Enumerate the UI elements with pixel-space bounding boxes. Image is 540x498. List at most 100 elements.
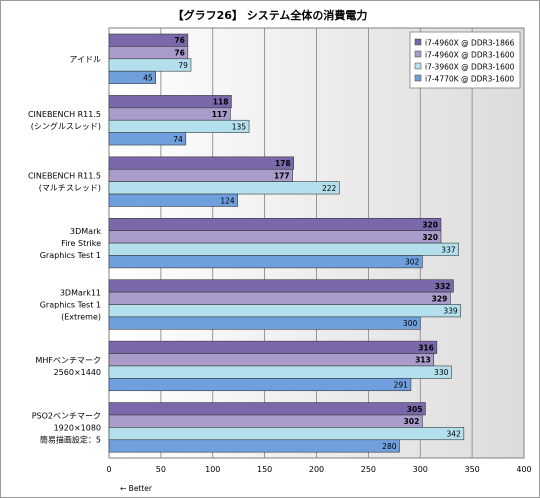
value-label-s2-c2: 222: [322, 184, 337, 193]
bar-s1-c2: [108, 168, 293, 182]
bar-s0-c4: [108, 279, 454, 293]
category-label-line: CINEBENCH R11.5: [28, 110, 101, 119]
bar-s2-c2: [108, 181, 340, 195]
category-label-6: PSO2ベンチマーク 1920×1080 簡易描画設定：5: [32, 411, 101, 444]
value-label-s1-c5: 313: [415, 356, 431, 365]
category-label-line: 2560×1440: [54, 368, 101, 377]
bar-s2-c5: [108, 365, 452, 379]
bar-s3-c5: [108, 378, 412, 392]
category-label-line: Graphics Test 1: [40, 251, 101, 260]
legend-swatch-3: [414, 74, 422, 82]
category-label-line: Graphics Test 1: [40, 301, 101, 310]
category-label-3: 3DMark Fire Strike Graphics Test 1: [40, 227, 102, 260]
data-labels: 7676794511811713574178177222124320320337…: [143, 36, 461, 451]
value-label-s1-c0: 76: [174, 49, 184, 58]
legend-box: [409, 31, 521, 89]
bar-s2-c4: [108, 304, 462, 318]
bar-s0-c6: [108, 402, 426, 416]
x-tick-250: 250: [361, 465, 376, 474]
x-tick-350: 350: [464, 465, 479, 474]
bar-s3-c2: [108, 193, 238, 207]
value-label-s1-c2: 177: [274, 171, 290, 180]
bar-s0-c3: [108, 217, 442, 231]
value-label-s3-c2: 124: [220, 196, 235, 205]
value-label-s0-c3: 320: [422, 220, 438, 229]
value-label-s0-c1: 118: [213, 98, 229, 107]
value-label-s2-c5: 330: [434, 368, 449, 377]
value-label-s3-c1: 74: [173, 135, 183, 144]
legend-label-2: i7-3960X @ DDR3-1600: [425, 63, 515, 72]
value-label-s0-c6: 305: [407, 405, 423, 414]
x-tick-50: 50: [156, 465, 166, 474]
legend-label-1: i7-4960X @ DDR3-1600: [425, 51, 515, 60]
legend-label-3: i7-4770K @ DDR3-1600: [425, 75, 514, 84]
bar-s3-c6: [108, 439, 400, 453]
value-label-s1-c6: 302: [404, 417, 420, 426]
category-label-line: MHFベンチマーク: [35, 356, 101, 365]
category-label-line: CINEBENCH R11.5: [28, 172, 101, 181]
legend-label-0: i7-4960X @ DDR3-1866: [425, 39, 515, 48]
value-label-s3-c4: 300: [403, 319, 418, 328]
x-tick-100: 100: [205, 465, 220, 474]
category-label-0: アイドル: [69, 55, 101, 64]
value-label-s0-c0: 76: [174, 36, 184, 45]
value-label-s2-c4: 339: [443, 307, 458, 316]
value-label-s2-c6: 342: [446, 430, 461, 439]
value-label-s0-c5: 316: [418, 343, 434, 352]
x-tick-0: 0: [106, 465, 111, 474]
bar-s2-c3: [108, 242, 459, 256]
bar-s1-c6: [108, 414, 423, 428]
value-label-s2-c1: 135: [232, 122, 247, 131]
category-label-line: (マルチスレッド): [39, 184, 101, 193]
value-label-s1-c4: 329: [432, 294, 448, 303]
legend-swatch-0: [414, 38, 422, 46]
legend-swatch-2: [414, 62, 422, 70]
category-label-line: 3DMark11: [60, 289, 101, 298]
category-label-line: 簡易描画設定：5: [40, 434, 101, 444]
category-label-line: アイドル: [69, 55, 101, 64]
x-tick-200: 200: [309, 465, 324, 474]
bars: [108, 33, 465, 453]
x-tick-labels: 0 50 100 150 200 250 300 350 400: [106, 465, 531, 474]
value-label-s2-c0: 79: [178, 61, 188, 70]
value-label-s1-c1: 117: [212, 110, 228, 119]
bar-s3-c3: [108, 255, 423, 269]
bar-s1-c5: [108, 353, 435, 367]
value-label-s3-c0: 45: [143, 73, 153, 82]
category-label-2: CINEBENCH R11.5 (マルチスレッド): [28, 172, 101, 193]
x-tick-400: 400: [516, 465, 531, 474]
x-tick-150: 150: [257, 465, 272, 474]
value-label-s3-c5: 291: [394, 381, 409, 390]
value-label-s1-c3: 320: [422, 233, 438, 242]
category-label-line: Fire Strike: [61, 239, 101, 248]
x-tick-300: 300: [413, 465, 428, 474]
category-label-line: (Extreme): [61, 313, 101, 322]
value-label-s2-c3: 337: [441, 245, 456, 254]
bar-s3-c0: [108, 70, 156, 84]
category-label-line: PSO2ベンチマーク: [32, 411, 101, 420]
value-label-s3-c3: 302: [405, 258, 420, 267]
category-label-4: 3DMark11 Graphics Test 1 (Extreme): [40, 289, 101, 322]
bar-s0-c5: [108, 340, 438, 354]
bar-s1-c3: [108, 230, 442, 244]
category-label-5: MHFベンチマーク 2560×1440: [35, 356, 101, 377]
category-label-1: CINEBENCH R11.5 (シングルスレッド): [28, 110, 101, 131]
bar-s2-c1: [108, 119, 250, 133]
legend: i7-4960X @ DDR3-1866 i7-4960X @ DDR3-1600…: [409, 31, 521, 89]
bar-s0-c2: [108, 156, 294, 170]
bar-s2-c6: [108, 427, 465, 441]
value-label-s3-c6: 280: [382, 442, 397, 451]
legend-swatch-1: [414, 50, 422, 58]
bar-s1-c4: [108, 291, 451, 305]
better-note: ← Better: [120, 484, 153, 493]
value-label-s0-c4: 332: [435, 282, 451, 291]
category-label-line: 1920×1080: [54, 423, 101, 432]
category-label-line: 3DMark: [70, 227, 101, 236]
value-label-s0-c2: 178: [275, 159, 291, 168]
chart-title: 【グラフ26】 システム全体の消費電力: [172, 9, 368, 22]
bar-s3-c1: [108, 132, 187, 146]
category-label-line: (シングルスレッド): [31, 121, 101, 131]
bar-s3-c4: [108, 316, 421, 330]
